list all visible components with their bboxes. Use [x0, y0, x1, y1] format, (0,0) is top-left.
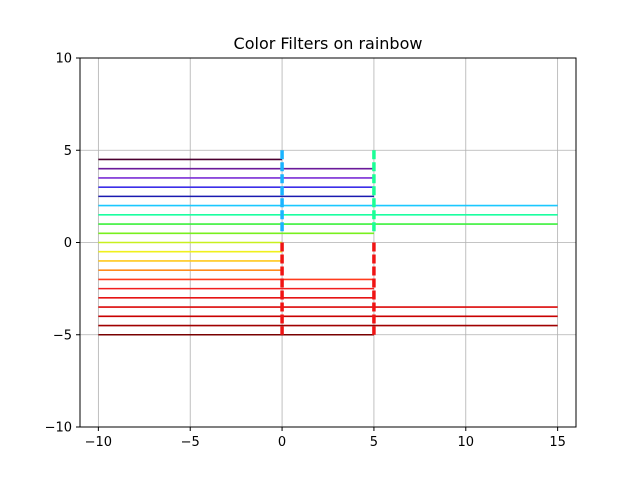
- ticks: −10 −5 0 5 10 15 −10 −5 0 5 10: [45, 52, 566, 451]
- y-tick-label: 0: [64, 236, 72, 251]
- x-tick-label: 10: [458, 435, 475, 450]
- x-tick-label: −10: [85, 435, 112, 450]
- y-tick-label: 10: [55, 52, 72, 67]
- x-tick-label: −5: [181, 435, 200, 450]
- y-tick-label: 5: [64, 144, 72, 159]
- x-tick-label: 0: [278, 435, 286, 450]
- chart-title: Color Filters on rainbow: [234, 34, 423, 53]
- x-tick-label: 5: [370, 435, 378, 450]
- series-segments: [98, 158, 558, 336]
- y-tick-label: −5: [53, 328, 72, 343]
- y-tick-label: −10: [45, 421, 72, 436]
- vertical-markers: [280, 150, 376, 335]
- x-tick-label: 15: [549, 435, 566, 450]
